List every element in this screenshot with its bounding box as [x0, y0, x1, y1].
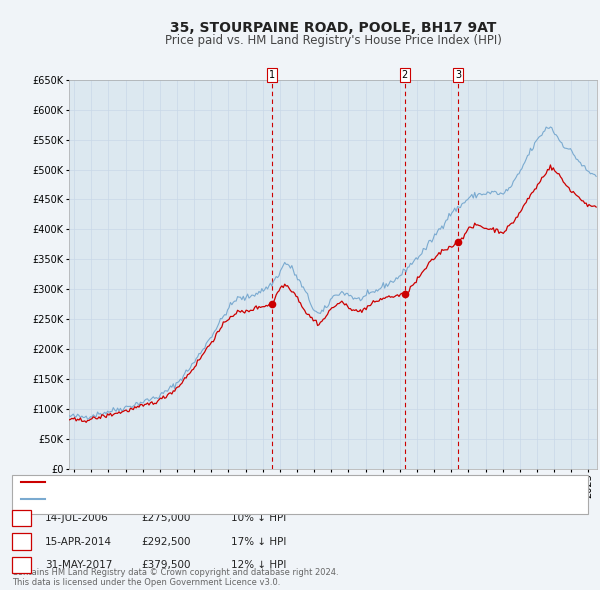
Text: 10% ↓ HPI: 10% ↓ HPI	[231, 513, 286, 523]
Text: 35, STOURPAINE ROAD, POOLE, BH17 9AT (detached house): 35, STOURPAINE ROAD, POOLE, BH17 9AT (de…	[49, 477, 362, 487]
Text: 3: 3	[18, 560, 25, 570]
Text: 12% ↓ HPI: 12% ↓ HPI	[231, 560, 286, 570]
Text: 3: 3	[455, 70, 461, 80]
Text: 2: 2	[18, 537, 25, 546]
Text: £379,500: £379,500	[141, 560, 191, 570]
Text: 2: 2	[402, 70, 408, 80]
Text: 31-MAY-2017: 31-MAY-2017	[45, 560, 112, 570]
Text: HPI: Average price, detached house, Bournemouth Christchurch and Poole: HPI: Average price, detached house, Bour…	[49, 494, 437, 504]
Text: 1: 1	[269, 70, 275, 80]
Text: £275,000: £275,000	[141, 513, 190, 523]
Text: 17% ↓ HPI: 17% ↓ HPI	[231, 537, 286, 546]
Text: 15-APR-2014: 15-APR-2014	[45, 537, 112, 546]
Text: £292,500: £292,500	[141, 537, 191, 546]
Text: Contains HM Land Registry data © Crown copyright and database right 2024.
This d: Contains HM Land Registry data © Crown c…	[12, 568, 338, 587]
Text: 35, STOURPAINE ROAD, POOLE, BH17 9AT: 35, STOURPAINE ROAD, POOLE, BH17 9AT	[170, 21, 496, 35]
Text: Price paid vs. HM Land Registry's House Price Index (HPI): Price paid vs. HM Land Registry's House …	[164, 34, 502, 47]
Text: 14-JUL-2006: 14-JUL-2006	[45, 513, 109, 523]
Text: 1: 1	[18, 513, 25, 523]
